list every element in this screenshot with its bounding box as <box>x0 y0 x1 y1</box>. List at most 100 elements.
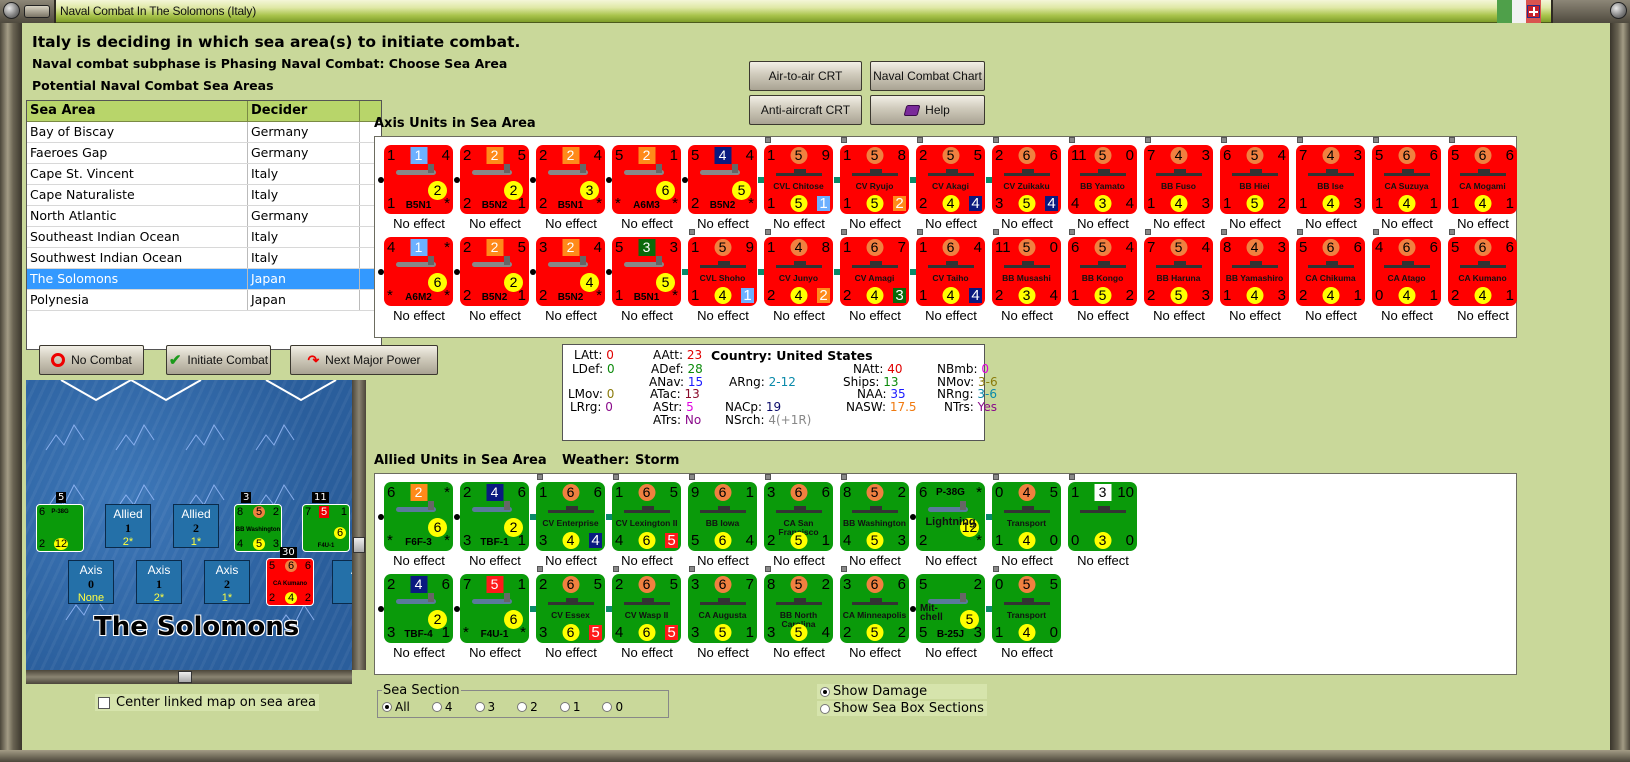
naval-unit-counter[interactable]: 2 5 5 CV Akagi 2 4 4 <box>916 145 985 214</box>
table-row[interactable]: North Atlantic Germany <box>27 206 381 227</box>
help-button[interactable]: Help <box>870 95 985 125</box>
next-major-power-button[interactable]: ↷ Next Major Power <box>290 345 438 375</box>
naval-combat-chart-button[interactable]: Naval Combat Chart <box>870 61 985 91</box>
axis-box-0[interactable]: Axis 0 None <box>68 560 114 604</box>
naval-unit-counter[interactable]: 7 3 4 BB Ise 1 4 3 <box>1296 145 1365 214</box>
air-unit-counter[interactable]: 2 5 2 2 2 1 B5N2 <box>460 145 529 214</box>
allied-box-2[interactable]: Allied 2 1* <box>173 504 219 548</box>
naval-unit-counter[interactable]: 8 2 5 BB Washington 4 5 3 <box>840 482 909 551</box>
allied-box-1[interactable]: Allied 1 2* <box>105 504 151 548</box>
naval-unit-counter[interactable]: 1 9 5 CVL Shoho 1 4 1 <box>688 237 757 306</box>
initiate-combat-button[interactable]: ✔ Initiate Combat <box>166 345 271 375</box>
map-unit-bb-washington[interactable]: 8 5 2 BB Washington 4 5 3 <box>234 504 282 552</box>
naval-unit-counter[interactable]: 8 3 4 BB Yamashiro 1 4 3 <box>1220 237 1289 306</box>
naval-unit-counter[interactable]: 3 7 6 CA Augusta 3 5 1 <box>688 574 757 643</box>
window-close-control[interactable] <box>1551 0 1630 23</box>
table-row[interactable]: Cape St. Vincent Italy <box>27 164 381 185</box>
naval-unit-counter[interactable]: 0 5 5 Transport 1 4 0 <box>992 574 1061 643</box>
naval-unit-counter[interactable]: 1 6 6 CV Enterprise 3 4 4 <box>536 482 605 551</box>
table-row[interactable]: Polynesia Japan <box>27 290 381 311</box>
sea-section-radio-2[interactable]: 2 <box>517 700 538 714</box>
air-unit-counter[interactable]: 6 * 2 6 * * F6F-3 <box>384 482 453 551</box>
naval-unit-counter[interactable]: 2 5 6 CV Wasp II 4 6 5 <box>612 574 681 643</box>
air-unit-counter[interactable]: 2 6 4 2 3 1 TBF-1 <box>460 482 529 551</box>
scroll-thumb[interactable] <box>353 537 365 553</box>
table-row[interactable]: Bay of Biscay Germany <box>27 122 381 143</box>
naval-unit-counter[interactable]: 1 9 5 CVL Chitose 1 5 1 <box>764 145 833 214</box>
attachment-dot-icon <box>682 269 688 275</box>
sea-section-radio-0[interactable]: 0 <box>602 700 623 714</box>
naval-unit-counter[interactable]: 5 6 6 CA Suzuya 1 4 1 <box>1372 145 1441 214</box>
axis-box-3[interactable]: A <box>332 560 352 604</box>
sea-section-radio-1[interactable]: 1 <box>559 700 580 714</box>
table-row[interactable]: Faeroes Gap Germany <box>27 143 381 164</box>
map-unit-f4u1[interactable]: 7 5 1 6 F4U-1 <box>302 504 350 552</box>
scroll-thumb[interactable] <box>178 671 192 683</box>
naval-unit-counter[interactable]: 7 4 5 BB Haruna 2 5 3 <box>1144 237 1213 306</box>
air-unit-counter[interactable]: 2 6 4 2 3 1 TBF-4 <box>384 574 453 643</box>
center-linked-map-checkbox[interactable]: Center linked map on sea area <box>95 694 319 711</box>
naval-unit-counter[interactable]: 2 5 6 CV Essex 3 6 5 <box>536 574 605 643</box>
air-unit-counter[interactable]: 1 4 1 2 1 * B5N1 <box>384 145 453 214</box>
minimize-icon[interactable] <box>24 5 50 18</box>
naval-unit-counter[interactable]: 0 5 4 Transport 1 4 0 <box>992 482 1061 551</box>
table-row[interactable]: Southeast Indian Ocean Italy <box>27 227 381 248</box>
air-unit-counter[interactable]: 6 * P-38G 12 2 * Lightning <box>916 482 985 551</box>
naval-unit-counter[interactable]: 1 7 6 CV Amagi 2 4 3 <box>840 237 909 306</box>
anti-aircraft-crt-button[interactable]: Anti-aircraft CRT <box>749 95 862 125</box>
naval-unit-counter[interactable]: 5 6 6 CA Kumano 2 4 1 <box>1448 237 1517 306</box>
air-unit-counter[interactable]: 5 4 4 5 2 * B5N2 <box>688 145 757 214</box>
sea-section-radio-4[interactable]: 4 <box>431 700 453 714</box>
map-unit-p38g[interactable]: 6 P-38G 2 12 <box>36 504 84 552</box>
air-unit-counter[interactable]: 7 1 5 6 * * F4U-1 <box>460 574 529 643</box>
air-unit-counter[interactable]: 2 5 2 2 2 1 B5N2 <box>460 237 529 306</box>
air-unit-counter[interactable]: 5 3 3 5 1 * B5N1 <box>612 237 681 306</box>
table-row[interactable]: Southwest Indian Ocean Italy <box>27 248 381 269</box>
sea-area-map[interactable]: 5 6 P-38G 2 12 Allied 1 2* Allied 2 1* 3 8 5… <box>26 380 352 670</box>
sea-section-radio-all[interactable]: All <box>382 700 410 714</box>
axis-box-1[interactable]: Axis 1 2* <box>136 560 182 604</box>
naval-unit-counter[interactable]: 6 4 5 BB Hiei 1 5 2 <box>1220 145 1289 214</box>
naval-unit-counter[interactable]: 1 4 6 CV Taiho 1 4 4 <box>916 237 985 306</box>
no-combat-button[interactable]: No Combat <box>39 345 144 375</box>
system-knob-icon[interactable] <box>3 2 20 19</box>
map-vertical-scrollbar[interactable] <box>352 380 366 670</box>
naval-unit-counter[interactable]: 11 0 5 BB Musashi 2 3 4 <box>992 237 1061 306</box>
naval-unit-counter[interactable]: 7 3 4 BB Fuso 1 4 3 <box>1144 145 1213 214</box>
close-knob-icon[interactable] <box>1610 2 1627 19</box>
map-unit-ca-kumano[interactable]: 5 6 6 CA Kumano 2 4 2 <box>266 558 314 606</box>
naval-unit-counter[interactable]: 1 8 5 CV Ryujo 1 5 2 <box>840 145 909 214</box>
air-unit-counter[interactable]: 2 4 2 3 2 * B5N1 <box>536 145 605 214</box>
table-row[interactable]: The Solomons Japan <box>27 269 381 290</box>
naval-unit-counter[interactable]: 5 6 6 CA Mogami 1 4 1 <box>1448 145 1517 214</box>
air-unit-counter[interactable]: 3 4 2 4 2 * B5N2 <box>536 237 605 306</box>
naval-unit-counter[interactable]: 1 8 4 CV Junyo 2 4 2 <box>764 237 833 306</box>
show-damage-radio[interactable]: Show Damage <box>817 684 987 699</box>
window-menu-control[interactable] <box>0 0 56 23</box>
axis-box-2[interactable]: Axis 2 1* <box>204 560 250 604</box>
naval-unit-counter[interactable]: 11 0 5 BB Yamato 4 3 4 <box>1068 145 1137 214</box>
show-sea-box-sections-radio[interactable]: Show Sea Box Sections <box>817 701 987 716</box>
naval-unit-counter[interactable]: 3 6 6 CA Minneapolis 2 5 2 <box>840 574 909 643</box>
naval-unit-counter[interactable]: 1 5 6 CV Lexington II 4 6 5 <box>612 482 681 551</box>
column-header-sea-area[interactable]: Sea Area <box>27 101 248 121</box>
attachment-dot-icon <box>834 269 840 275</box>
naval-unit-counter[interactable]: 4 6 6 CA Atago 0 4 1 <box>1372 237 1441 306</box>
naval-unit-counter[interactable]: 1 10 3 0 3 0 <box>1068 482 1137 551</box>
naval-unit-counter[interactable]: 2 6 6 CV Zuikaku 3 5 4 <box>992 145 1061 214</box>
map-horizontal-scrollbar[interactable] <box>26 670 352 684</box>
naval-unit-counter[interactable]: 5 6 6 CA Chikuma 2 4 1 <box>1296 237 1365 306</box>
checkbox-box[interactable] <box>98 696 110 709</box>
sea-section-radio-3[interactable]: 3 <box>474 700 495 714</box>
air-unit-counter[interactable]: 4 * 1 6 * * A6M2 <box>384 237 453 306</box>
air-to-air-crt-button[interactable]: Air-to-air CRT <box>749 61 862 91</box>
air-unit-counter[interactable]: 5 2 5 5 3 Mit-chell B-25J <box>916 574 985 643</box>
naval-unit-counter[interactable]: 9 1 6 BB Iowa 5 6 4 <box>688 482 757 551</box>
column-header-decider[interactable]: Decider <box>248 101 360 121</box>
attachment-dot-icon <box>986 606 992 612</box>
table-row[interactable]: Cape Naturaliste Italy <box>27 185 381 206</box>
naval-unit-counter[interactable]: 6 4 5 BB Kongo 1 5 2 <box>1068 237 1137 306</box>
air-unit-counter[interactable]: 5 1 2 6 * * A6M3 <box>612 145 681 214</box>
